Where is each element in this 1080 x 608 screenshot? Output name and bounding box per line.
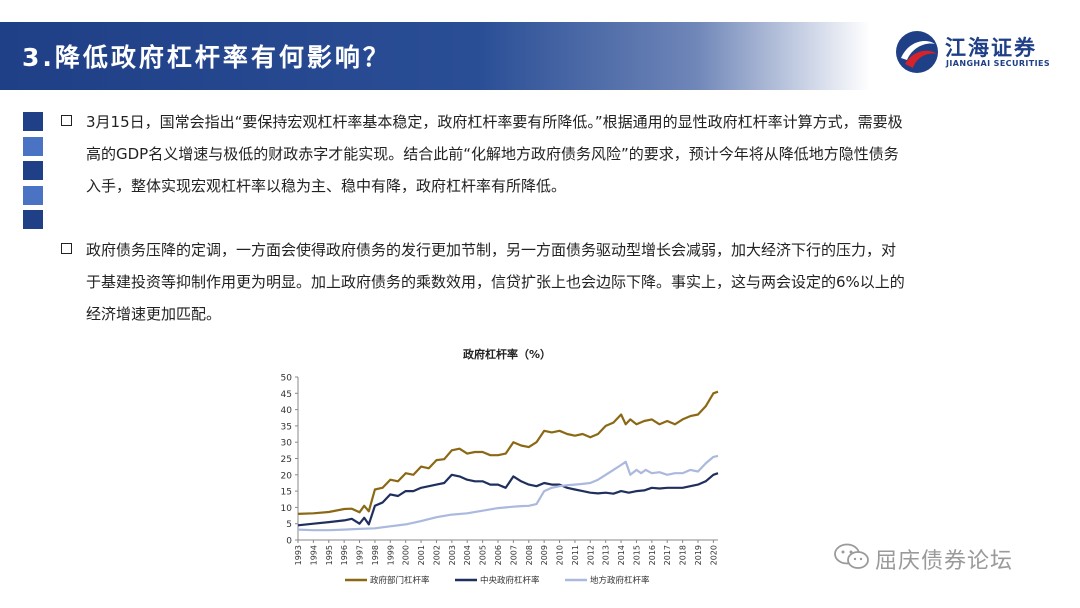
x-tick-label: 2005	[479, 545, 488, 565]
y-tick-label: 25	[281, 455, 292, 465]
bullet-square-icon	[61, 115, 72, 126]
legend-label-2: 地方政府杠杆率	[590, 575, 650, 586]
x-tick-label: 1995	[325, 545, 334, 565]
square-5	[23, 210, 43, 229]
x-tick-label: 2001	[417, 545, 426, 565]
x-tick-label: 2009	[540, 545, 549, 565]
y-tick-label: 10	[281, 504, 293, 514]
x-tick-label: 2002	[432, 545, 441, 565]
square-4	[23, 185, 43, 205]
wechat-icon	[834, 543, 869, 569]
legend-label-1: 中央政府杠杆率	[480, 575, 540, 586]
y-tick-label: 0	[286, 537, 292, 547]
x-tick-label: 2008	[525, 545, 534, 565]
series-line-0	[297, 390, 719, 515]
x-tick-label: 2020	[709, 545, 718, 565]
logo-chinese-name: 江海证券	[945, 36, 1037, 60]
series-line-2	[297, 454, 719, 532]
decorative-squares	[23, 112, 43, 235]
y-tick-label: 40	[281, 406, 293, 416]
paragraph-1-text: 3月15日，国常会指出“要保持宏观杠杆率基本稳定，政府杠杆率要有所降低。”根据通…	[86, 113, 903, 195]
x-tick-label: 2014	[617, 545, 626, 565]
x-tick-label: 2000	[402, 545, 411, 565]
x-tick-label: 2007	[509, 545, 518, 565]
legend-label-0: 政府部门杠杆率	[370, 575, 430, 586]
paragraph-1: 3月15日，国常会指出“要保持宏观杠杆率基本稳定，政府杠杆率要有所降低。”根据通…	[61, 106, 906, 202]
x-tick-label: 1998	[371, 545, 380, 565]
x-tick-label: 2015	[632, 545, 641, 565]
x-tick-label: 1993	[294, 545, 303, 565]
x-tick-label: 1997	[356, 545, 365, 565]
page-title: 3.降低政府杠杆率有何影响？	[22, 43, 391, 72]
square-3	[23, 161, 43, 180]
y-tick-label: 20	[281, 471, 293, 481]
leverage-line-chart: 0 5 10 15 20 25 30 35 40 45 50 1993 1994 1995 1996 1997…	[281, 374, 719, 587]
title-bar	[0, 22, 870, 90]
x-tick-label: 1999	[386, 545, 395, 565]
y-tick-label: 30	[281, 439, 293, 449]
x-tick-label: 2018	[679, 545, 688, 565]
x-tick-label: 2004	[463, 545, 472, 565]
y-tick-label: 50	[281, 374, 293, 384]
paragraph-2: 政府债务压降的定调，一方面会使得政府债务的发行更加节制，另一方面债务驱动型增长会…	[61, 234, 906, 330]
watermark-text: 屈庆债券论坛	[875, 549, 1014, 574]
bullet-square-icon	[61, 243, 72, 254]
jianghai-logo-icon	[896, 31, 938, 73]
paragraph-2-text: 政府债务压降的定调，一方面会使得政府债务的发行更加节制，另一方面债务驱动型增长会…	[86, 241, 905, 323]
square-1	[23, 112, 43, 131]
y-tick-label: 5	[286, 520, 292, 530]
y-tick-label: 45	[281, 390, 292, 400]
x-tick-label: 2010	[556, 545, 565, 565]
company-logo: 江海证券 JIANGHAI SECURITIES	[893, 28, 1063, 76]
x-tick-label: 2017	[663, 545, 672, 565]
logo-english-name: JIANGHAI SECURITIES	[946, 59, 1051, 68]
x-tick-label: 2011	[571, 545, 580, 565]
x-tick-label: 2003	[448, 545, 457, 565]
x-tick-label: 2019	[694, 545, 703, 565]
y-tick-label: 15	[281, 488, 292, 498]
x-tick-label: 2012	[586, 545, 595, 565]
chart-title: 政府杠杆率（%）	[462, 348, 552, 361]
series-line-1	[297, 472, 719, 527]
x-tick-label: 2013	[602, 545, 611, 565]
square-2	[23, 136, 43, 156]
x-tick-label: 1996	[340, 545, 349, 565]
x-tick-label: 2006	[494, 545, 503, 565]
x-tick-label: 2016	[648, 545, 657, 565]
y-tick-label: 35	[281, 422, 292, 432]
x-tick-label: 1994	[309, 545, 318, 565]
